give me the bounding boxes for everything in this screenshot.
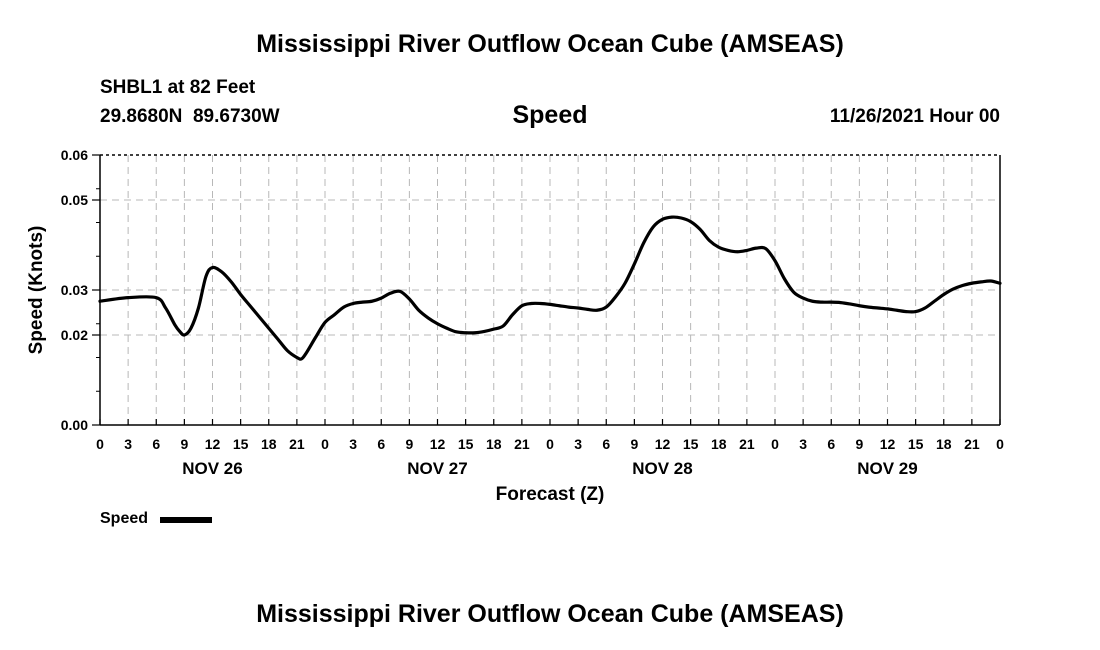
x-tick-label: 3 [799,436,807,452]
variable-title: Speed [512,101,588,129]
x-tick-label: 9 [855,436,863,452]
y-tick-label: 0.05 [61,192,88,208]
x-tick-label: 6 [827,436,835,452]
station-label: SHBL1 at 82 Feet [100,77,256,98]
y-tick-label: 0.03 [61,282,88,298]
date-label: NOV 28 [632,459,692,478]
x-tick-label: 3 [349,436,357,452]
y-tick-label: 0.02 [61,327,88,343]
y-tick-label: 0.06 [61,147,88,163]
x-tick-label: 0 [546,436,554,452]
date-label: NOV 26 [182,459,242,478]
x-tick-label: 12 [430,436,446,452]
x-tick-label: 12 [205,436,221,452]
speed-series-line [98,215,1002,361]
x-axis-title: Forecast (Z) [496,484,605,505]
x-tick-label: 18 [261,436,277,452]
forecast-datetime: 11/26/2021 Hour 00 [829,106,1000,127]
x-tick-label: 6 [152,436,160,452]
x-tick-label: 6 [377,436,385,452]
x-tick-label: 6 [602,436,610,452]
legend-label: Speed [100,510,149,527]
x-tick-label: 15 [458,436,474,452]
y-axis-title: Speed (Knots) [26,226,47,355]
x-tick-label: 15 [908,436,924,452]
x-tick-label: 0 [771,436,779,452]
x-tick-label: 21 [289,436,305,452]
legend-swatch [160,517,212,523]
x-tick-label: 0 [996,436,1004,452]
x-tick-label: 9 [180,436,188,452]
chart-main-title: Mississippi River Outflow Ocean Cube (AM… [256,30,844,58]
x-tick-label: 12 [655,436,671,452]
x-tick-label: 21 [514,436,530,452]
coordinates-label: 29.8680N 89.6730W [100,106,280,127]
x-tick-label: 3 [574,436,582,452]
x-tick-label: 21 [964,436,980,452]
x-tick-label: 15 [683,436,699,452]
x-tick-label: 18 [711,436,727,452]
footer-title: Mississippi River Outflow Ocean Cube (AM… [256,600,844,628]
x-tick-label: 12 [880,436,896,452]
date-label: NOV 27 [407,459,467,478]
x-tick-label: 0 [96,436,104,452]
x-tick-label: 9 [630,436,638,452]
x-tick-label: 9 [405,436,413,452]
x-tick-label: 18 [936,436,952,452]
x-tick-label: 3 [124,436,132,452]
x-tick-label: 21 [739,436,755,452]
date-label: NOV 29 [857,459,917,478]
x-tick-label: 0 [321,436,329,452]
x-tick-label: 15 [233,436,249,452]
x-tick-label: 18 [486,436,502,452]
y-tick-label: 0.00 [61,417,88,433]
